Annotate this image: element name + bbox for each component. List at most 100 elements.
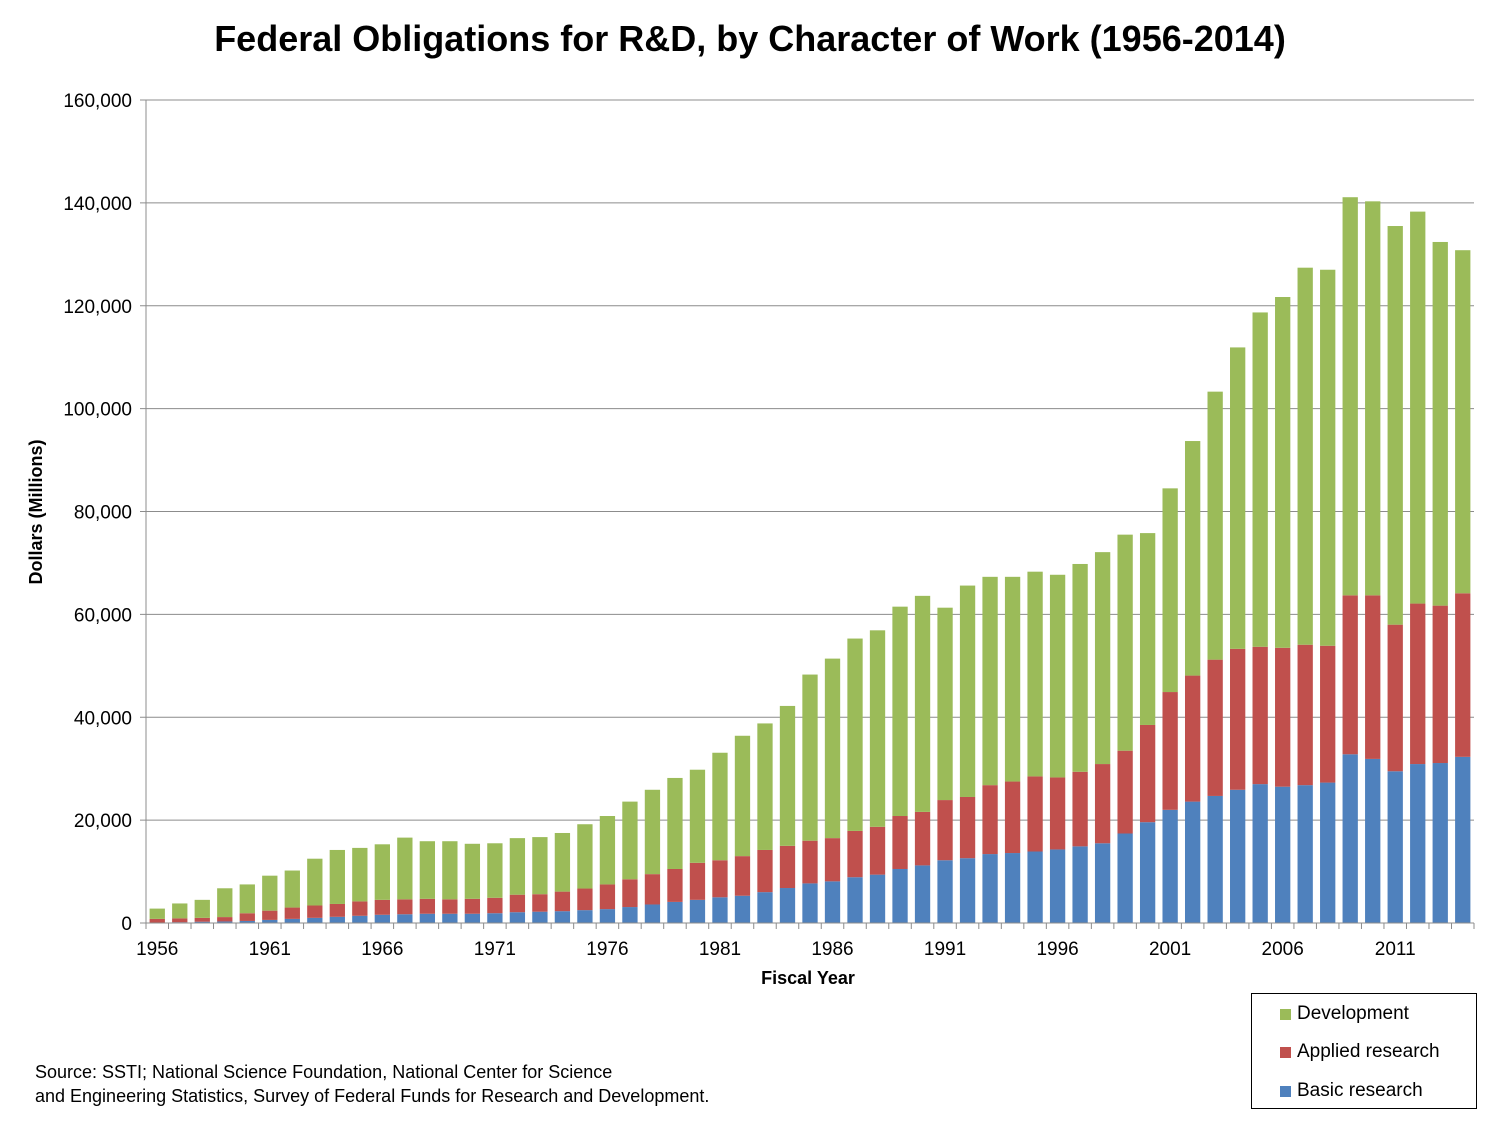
bar-basic-research-1983 (757, 892, 773, 923)
bar-applied-research-2007 (1297, 644, 1313, 786)
x-tick-label: 1956 (136, 939, 178, 960)
bar-applied-research-1966 (374, 899, 390, 915)
bar-development-1958 (194, 899, 210, 918)
bar-basic-research-1965 (352, 915, 368, 923)
y-tick-label: 100,000 (63, 400, 132, 421)
bar-development-1957 (172, 903, 188, 919)
bar-development-1970 (464, 843, 481, 899)
bar-applied-research-1989 (892, 816, 908, 869)
bar-basic-research-1987 (847, 877, 863, 923)
bar-basic-research-2012 (1410, 764, 1426, 923)
bar-basic-research-2007 (1297, 785, 1313, 923)
bar-development-1973 (532, 837, 548, 895)
bar-basic-research-1974 (554, 911, 571, 923)
bar-basic-research-1976 (599, 909, 616, 923)
bar-applied-research-1976 (599, 884, 616, 910)
bar-applied-research-1973 (532, 894, 548, 912)
bar-applied-research-1999 (1117, 750, 1133, 834)
bar-basic-research-1971 (487, 913, 503, 923)
legend: Development Applied research Basic resea… (1251, 993, 1477, 1109)
bar-development-2007 (1297, 267, 1313, 645)
bar-applied-research-1995 (1027, 776, 1043, 852)
bar-basic-research-1998 (1094, 843, 1111, 923)
bar-basic-research-1993 (982, 854, 998, 923)
bar-applied-research-1958 (194, 917, 210, 922)
bar-applied-research-1972 (509, 894, 526, 913)
bar-basic-research-2013 (1432, 763, 1448, 923)
y-tick-label: 80,000 (74, 503, 132, 524)
bar-applied-research-2002 (1184, 675, 1201, 802)
bar-development-2011 (1387, 226, 1403, 625)
bar-basic-research-1989 (892, 868, 908, 923)
bar-basic-research-1984 (779, 888, 796, 923)
bar-development-1967 (397, 837, 413, 900)
bar-basic-research-1994 (1004, 853, 1021, 923)
bar-applied-research-1956 (149, 918, 165, 923)
bar-basic-research-1978 (644, 904, 661, 923)
bar-development-2013 (1432, 241, 1448, 606)
bar-development-1997 (1072, 563, 1088, 772)
bar-basic-research-1963 (307, 917, 323, 923)
source-note: Source: SSTI; National Science Foundatio… (35, 1060, 709, 1108)
bar-development-2003 (1207, 391, 1223, 660)
bar-basic-research-1970 (464, 913, 481, 923)
bar-basic-research-1961 (262, 919, 278, 923)
bar-development-2008 (1320, 269, 1336, 646)
bar-applied-research-2006 (1275, 647, 1291, 787)
y-tick-label: 60,000 (74, 605, 132, 626)
bar-development-1996 (1049, 574, 1066, 778)
bar-basic-research-1981 (712, 897, 728, 923)
bar-development-1984 (779, 705, 796, 846)
bar-development-1978 (644, 789, 661, 875)
bar-applied-research-2003 (1207, 659, 1223, 796)
y-tick-label: 160,000 (63, 91, 132, 112)
bar-applied-research-1969 (442, 899, 458, 914)
bar-development-2005 (1252, 312, 1268, 647)
x-tick-label: 1996 (1036, 939, 1078, 960)
bar-basic-research-1980 (689, 899, 706, 923)
bar-basic-research-1982 (734, 895, 751, 923)
bar-applied-research-1993 (982, 785, 998, 855)
bar-basic-research-1969 (442, 913, 458, 923)
bar-applied-research-1988 (869, 826, 886, 875)
bar-development-1974 (554, 832, 571, 892)
y-tick-label: 120,000 (63, 297, 132, 318)
bar-basic-research-1968 (419, 913, 436, 923)
bar-basic-research-1977 (622, 907, 638, 923)
y-axis-title: Dollars (Millions) (26, 439, 46, 584)
bar-basic-research-1962 (284, 918, 300, 923)
bar-basic-research-1996 (1049, 849, 1066, 923)
bar-development-1979 (667, 777, 683, 869)
x-tick-label: 1991 (924, 939, 966, 960)
bar-development-1980 (689, 769, 706, 863)
bar-basic-research-1959 (217, 921, 233, 923)
y-tick-label: 40,000 (74, 708, 132, 729)
bar-basic-research-2006 (1275, 786, 1291, 923)
y-tick-label: 0 (121, 914, 132, 935)
bar-development-1959 (217, 888, 233, 918)
bar-applied-research-1978 (644, 874, 661, 905)
bar-development-1971 (487, 843, 503, 898)
bar-development-2012 (1410, 211, 1426, 604)
bar-applied-research-1979 (667, 868, 683, 902)
bar-applied-research-2008 (1320, 645, 1336, 783)
bar-development-1976 (599, 816, 616, 885)
bar-development-1985 (802, 674, 818, 841)
bar-basic-research-2010 (1365, 758, 1381, 923)
bar-basic-research-2005 (1252, 784, 1268, 923)
bar-applied-research-1990 (914, 811, 931, 866)
bar-development-2002 (1184, 441, 1201, 676)
bar-development-1988 (869, 630, 886, 827)
bar-development-1965 (352, 847, 368, 902)
bars (149, 197, 1471, 923)
bar-development-1960 (239, 884, 255, 914)
bar-applied-research-1965 (352, 901, 368, 916)
bar-basic-research-2000 (1139, 822, 1156, 923)
bar-development-1961 (262, 875, 278, 911)
bar-basic-research-1990 (914, 865, 931, 923)
bar-applied-research-2001 (1162, 692, 1178, 810)
bar-basic-research-1997 (1072, 846, 1088, 923)
bar-basic-research-1992 (959, 858, 976, 923)
bar-applied-research-2000 (1139, 724, 1156, 823)
bar-basic-research-1988 (869, 874, 886, 923)
